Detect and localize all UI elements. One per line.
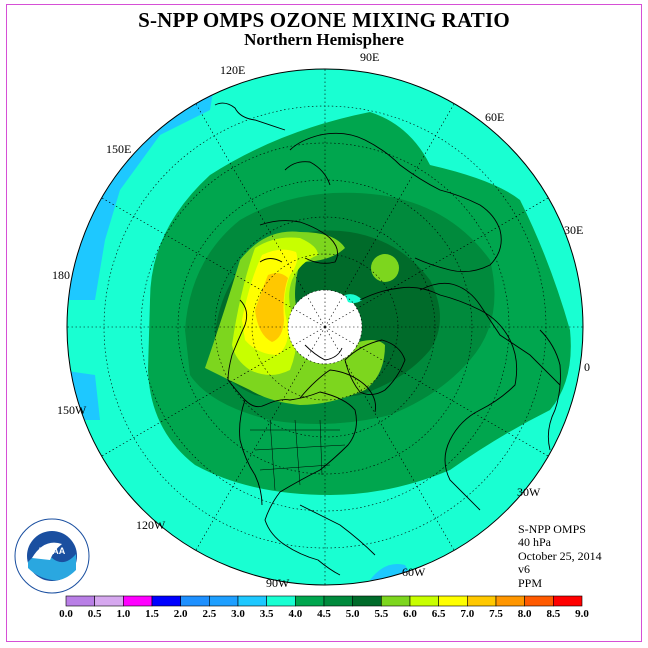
colorbar-tick-label: 5.0 bbox=[345, 608, 360, 620]
map-subtitle: Northern Hemisphere bbox=[244, 30, 404, 49]
ozone-field-7.0 bbox=[255, 273, 288, 342]
colorbar-tick-label: 2.0 bbox=[173, 608, 188, 620]
colorbar-swatch bbox=[409, 595, 439, 607]
colorbar-swatch bbox=[524, 595, 554, 607]
colorbar-tick-label: 7.5 bbox=[489, 608, 503, 620]
colorbar-tick-label: 0.5 bbox=[87, 608, 102, 620]
colorbar-swatch bbox=[438, 595, 468, 607]
admin-boundaries bbox=[250, 419, 346, 491]
colorbar-tick-label: 2.5 bbox=[202, 608, 217, 620]
info-version: v6 bbox=[518, 562, 530, 577]
colorbar-swatch bbox=[495, 595, 525, 607]
map-boundary bbox=[66, 68, 584, 586]
info-units: PPM bbox=[518, 575, 543, 590]
colorbar-swatch bbox=[352, 595, 382, 607]
colorbar-tick-label: 0.0 bbox=[59, 608, 73, 620]
lon-label-180: 180 bbox=[52, 268, 70, 282]
colorbar-swatch bbox=[65, 595, 95, 607]
colorbar-swatch bbox=[180, 595, 210, 607]
colorbar-swatch bbox=[123, 595, 153, 607]
lon-label-60e: 60E bbox=[485, 110, 505, 124]
lon-label-120e: 120E bbox=[220, 63, 246, 77]
colorbar-tick-label: 8.5 bbox=[546, 608, 561, 620]
lon-label-120w: 120W bbox=[136, 518, 166, 532]
colorbar-tick-label: 3.5 bbox=[259, 608, 274, 620]
colorbar-tick-label: 1.5 bbox=[145, 608, 159, 620]
lon-label-30w: 30W bbox=[517, 485, 541, 499]
lon-label-150e: 150E bbox=[106, 142, 132, 156]
colorbar-tick-label: 4.5 bbox=[317, 608, 331, 620]
colorbar-tick-label: 4.0 bbox=[288, 608, 303, 620]
logo-text: NOAA bbox=[39, 546, 66, 556]
info-instrument: S-NPP OMPS bbox=[518, 522, 586, 536]
colorbar-tick-label: 7.0 bbox=[460, 608, 475, 620]
colorbar-swatch bbox=[553, 595, 583, 607]
lon-label-150w: 150W bbox=[57, 403, 87, 417]
colorbar-swatch bbox=[467, 595, 497, 607]
colorbar-swatch bbox=[151, 595, 181, 607]
colorbar-tick-label: 1.0 bbox=[116, 608, 131, 620]
colorbar bbox=[65, 595, 583, 607]
colorbar-tick-label: 5.5 bbox=[374, 608, 389, 620]
noaa-logo: NOAA bbox=[14, 518, 90, 594]
info-pressure: 40 hPa bbox=[518, 535, 551, 550]
lon-label-30e: 30E bbox=[564, 223, 584, 237]
colorbar-tick-label: 6.5 bbox=[431, 608, 446, 620]
ozone-field-5.5-blob bbox=[371, 254, 399, 282]
colorbar-swatch bbox=[237, 595, 267, 607]
colorbar-swatch bbox=[266, 595, 296, 607]
colorbar-tick-label: 9.0 bbox=[575, 608, 589, 620]
colorbar-tick-label: 3.0 bbox=[231, 608, 245, 620]
lon-label-90e: 90E bbox=[360, 50, 380, 64]
lon-label-90w: 90W bbox=[266, 576, 290, 590]
meridians bbox=[67, 69, 583, 585]
map-title: S-NPP OMPS OZONE MIXING RATIO bbox=[138, 8, 510, 32]
colorbar-swatch bbox=[381, 595, 411, 607]
colorbar-swatch bbox=[295, 595, 325, 607]
info-block: S-NPP OMPS 40 hPa October 25, 2014 v6 PP… bbox=[518, 522, 602, 590]
lon-label-0: 0 bbox=[584, 360, 590, 374]
colorbar-tick-label: 6.0 bbox=[403, 608, 417, 620]
lon-label-60w: 60W bbox=[402, 565, 426, 579]
colorbar-tick-label: 8.0 bbox=[517, 608, 532, 620]
colorbar-swatch bbox=[209, 595, 239, 607]
coastlines bbox=[214, 102, 561, 576]
ozone-field-3.5-small bbox=[345, 294, 362, 304]
colorbar-swatch bbox=[323, 595, 353, 607]
info-date: October 25, 2014 bbox=[518, 548, 602, 563]
figure-frame bbox=[6, 4, 642, 642]
colorbar-swatch bbox=[94, 595, 124, 607]
